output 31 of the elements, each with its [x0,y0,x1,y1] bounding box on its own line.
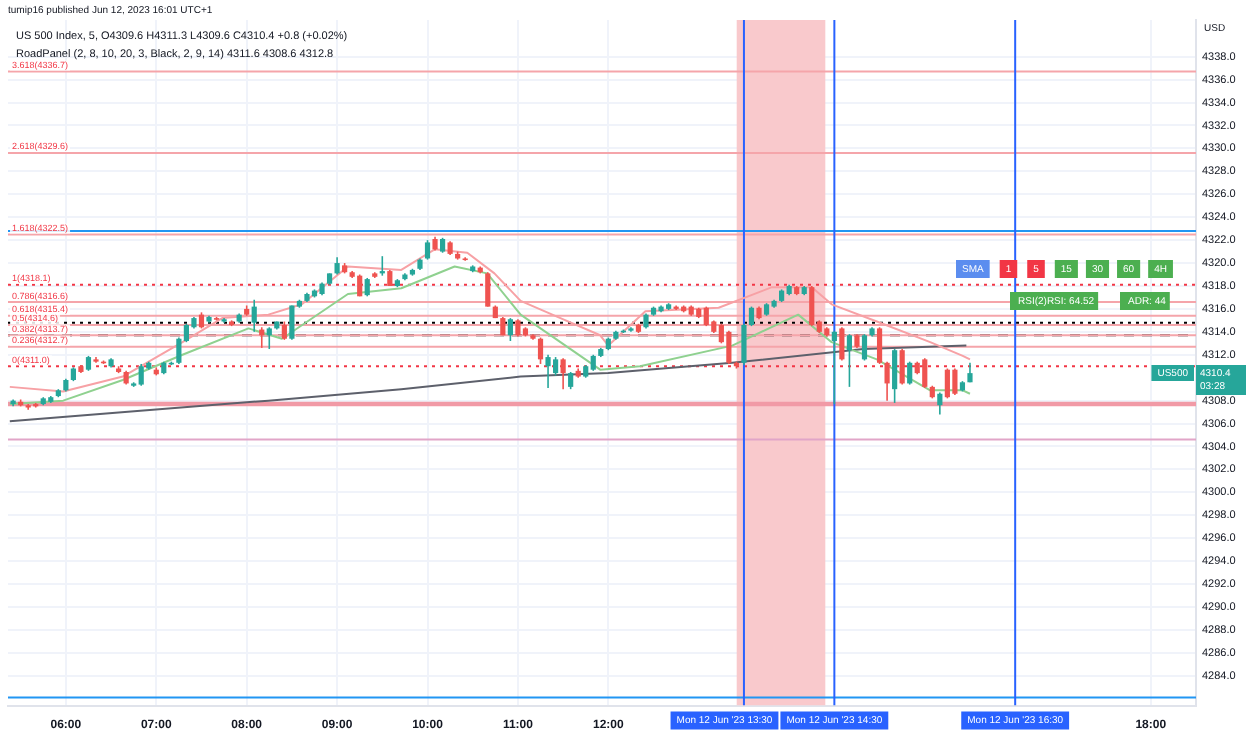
candlestick [884,360,890,402]
candlestick [748,305,755,327]
candlestick [537,336,544,365]
candlestick [560,357,566,390]
candlestick [944,367,950,400]
candlestick [741,323,747,366]
candlestick [424,239,431,261]
candlestick [952,367,958,396]
candlestick [138,363,144,387]
candlestick [251,298,257,333]
candlestick [289,304,295,341]
candlestick [552,356,559,377]
candlestick [846,333,853,388]
candlestick [485,271,491,308]
candlestick [726,329,732,365]
candlestick [703,305,709,327]
candlestick [507,317,513,342]
candlestick [922,357,928,389]
candlestick [839,326,845,362]
candlestick [364,277,370,298]
candlestick [266,326,272,350]
candlestick [937,391,943,416]
candlestick [831,329,837,405]
candlestick [809,285,815,327]
candlestick [876,326,883,365]
candlestick [907,360,913,386]
candlestick [281,320,287,341]
candlestick [892,348,898,404]
candlestick [861,333,868,362]
candlestick [545,353,551,389]
candlestick [899,348,905,386]
